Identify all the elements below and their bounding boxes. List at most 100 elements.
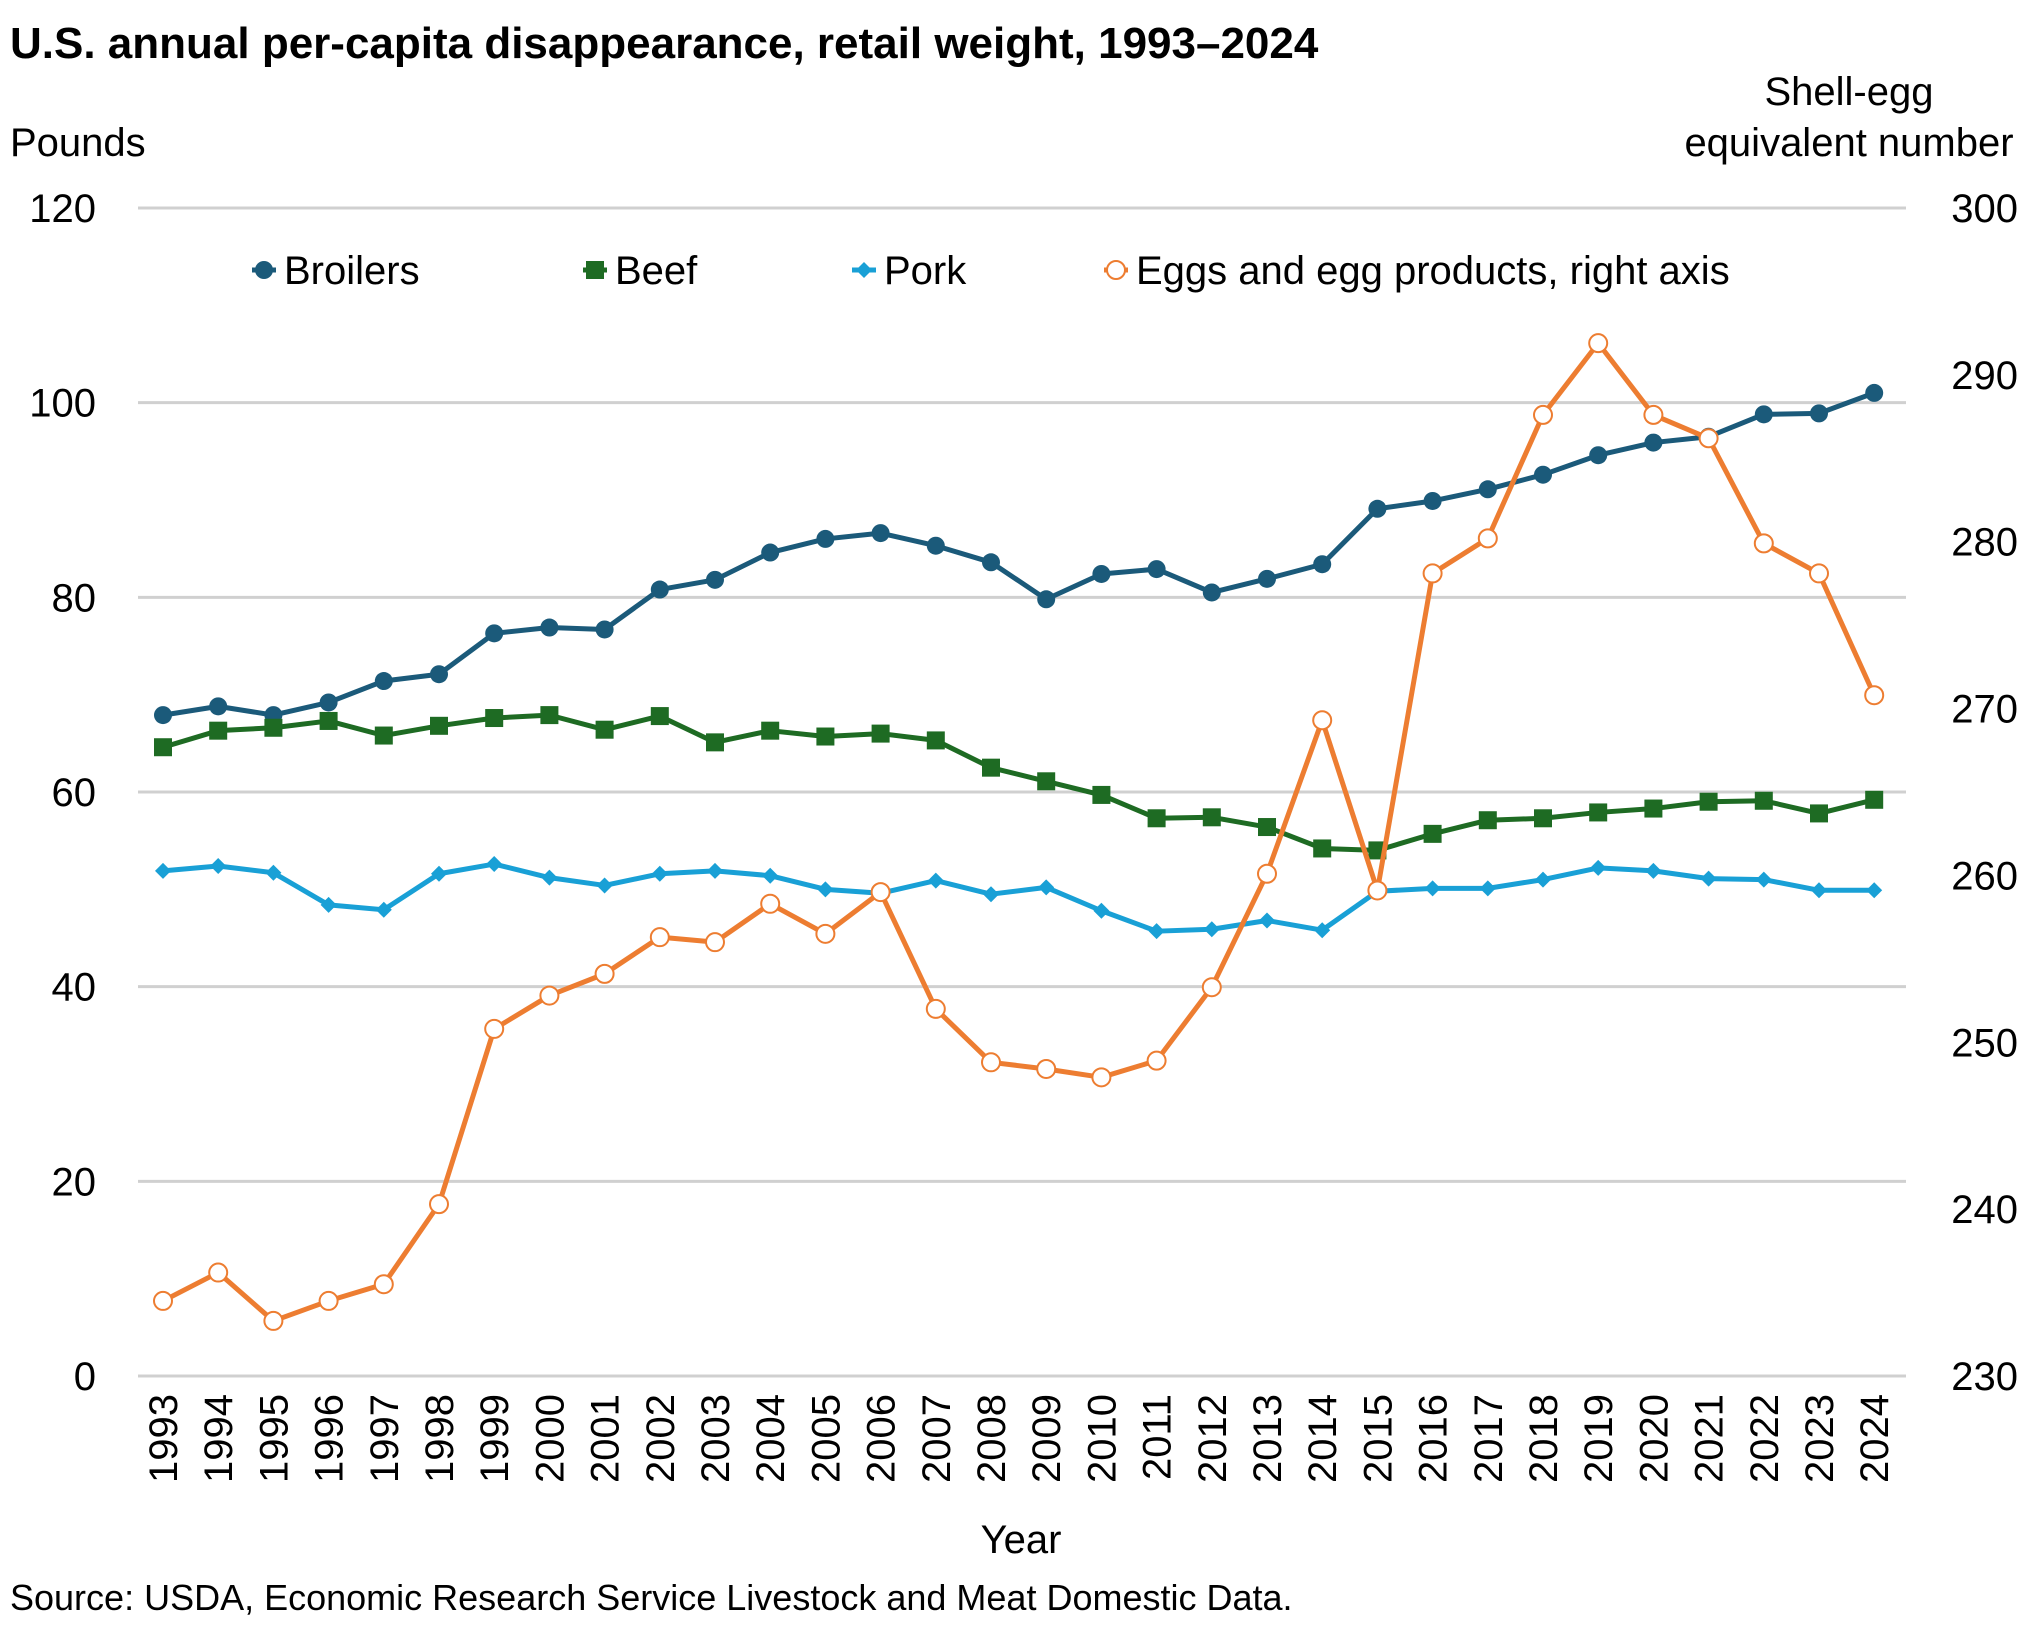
data-point-pork bbox=[486, 856, 503, 873]
data-point-eggs bbox=[981, 1052, 1001, 1073]
data-point-eggs bbox=[1146, 1050, 1167, 1071]
data-point-eggs bbox=[870, 882, 891, 903]
data-point-beef bbox=[1589, 803, 1608, 822]
x-tick-label: 1995 bbox=[252, 1394, 296, 1483]
data-point-broilers bbox=[209, 697, 228, 716]
right-tick-label: 270 bbox=[1951, 688, 2018, 732]
left-tick-label: 20 bbox=[52, 1160, 97, 1204]
x-tick-label: 2010 bbox=[1080, 1394, 1124, 1483]
series-broilers bbox=[154, 383, 1884, 725]
x-tick-label: 2023 bbox=[1798, 1394, 1842, 1483]
x-tick-label: 2006 bbox=[860, 1394, 904, 1483]
data-point-eggs bbox=[1422, 563, 1443, 584]
data-point-beef bbox=[1810, 804, 1828, 823]
series-beef bbox=[154, 706, 1884, 860]
data-point-eggs bbox=[649, 927, 670, 948]
data-point-broilers bbox=[871, 524, 890, 543]
series-line-eggs bbox=[160, 340, 1877, 1324]
data-point-pork bbox=[1535, 871, 1551, 888]
data-point-broilers bbox=[1810, 404, 1828, 423]
data-point-pork bbox=[1424, 880, 1441, 897]
data-point-eggs bbox=[705, 932, 725, 953]
data-point-eggs bbox=[1864, 685, 1885, 706]
data-point-broilers bbox=[650, 580, 669, 599]
data-point-eggs bbox=[539, 985, 560, 1006]
x-tick-label: 2009 bbox=[1025, 1394, 1069, 1483]
legend-label: Pork bbox=[884, 249, 967, 293]
data-point-beef bbox=[209, 721, 228, 740]
data-point-beef bbox=[1423, 824, 1442, 843]
data-point-beef bbox=[264, 718, 283, 737]
data-point-pork bbox=[1645, 862, 1662, 879]
data-point-pork bbox=[265, 864, 282, 881]
data-point-broilers bbox=[319, 693, 338, 712]
data-point-pork bbox=[1755, 871, 1772, 888]
legend-item-eggs: Eggs and egg products, right axis bbox=[1104, 249, 1730, 293]
series-line-beef bbox=[160, 712, 1877, 853]
data-point-pork bbox=[596, 877, 613, 894]
data-point-eggs bbox=[484, 1018, 505, 1039]
x-tick-label: 2024 bbox=[1853, 1394, 1897, 1483]
data-point-broilers bbox=[1423, 491, 1442, 510]
x-axis-title: Year bbox=[981, 1518, 1062, 1562]
data-point-broilers bbox=[1534, 465, 1552, 484]
legend-swatch-marker bbox=[1106, 260, 1126, 280]
data-point-beef bbox=[1534, 809, 1552, 828]
data-point-beef bbox=[1147, 809, 1166, 828]
right-tick-label: 240 bbox=[1951, 1188, 2018, 1232]
data-point-broilers bbox=[1258, 569, 1276, 588]
series-line-broilers bbox=[160, 390, 1877, 718]
x-tick-label: 1999 bbox=[473, 1394, 517, 1483]
data-point-pork bbox=[1203, 921, 1220, 938]
data-point-eggs bbox=[373, 1274, 394, 1295]
data-point-eggs bbox=[1091, 1067, 1112, 1088]
legend-item-pork: Pork bbox=[852, 249, 967, 293]
data-point-broilers bbox=[1037, 590, 1056, 609]
data-point-pork bbox=[1590, 859, 1607, 876]
x-tick-label: 1993 bbox=[142, 1394, 186, 1483]
data-point-eggs bbox=[1201, 977, 1222, 998]
x-tick-label: 2016 bbox=[1412, 1394, 1456, 1483]
data-point-eggs bbox=[263, 1310, 284, 1331]
right-axis-title-line1: Shell-egg bbox=[1764, 70, 1933, 114]
data-point-beef bbox=[540, 706, 559, 725]
data-point-beef bbox=[1865, 790, 1884, 809]
x-tick-label: 1998 bbox=[418, 1394, 462, 1483]
data-point-beef bbox=[595, 720, 614, 739]
data-point-broilers bbox=[595, 620, 614, 639]
data-point-beef bbox=[1202, 808, 1221, 827]
data-point-eggs bbox=[1312, 710, 1333, 731]
data-point-eggs bbox=[594, 963, 615, 984]
data-point-eggs bbox=[1257, 863, 1277, 884]
x-axis-ticks: 1993 1994 1995 1996 1997 1998 1999 2000 2001 2002… bbox=[142, 1394, 1897, 1483]
series-pork bbox=[155, 856, 1883, 940]
data-point-pork bbox=[762, 867, 779, 884]
data-point-pork bbox=[1093, 902, 1110, 919]
right-tick-label: 290 bbox=[1951, 354, 2018, 398]
x-tick-label: 2014 bbox=[1301, 1394, 1345, 1483]
data-point-pork bbox=[1038, 879, 1055, 896]
data-point-beef bbox=[430, 716, 448, 735]
data-point-eggs bbox=[1809, 563, 1829, 584]
series-eggs bbox=[153, 333, 1885, 1331]
x-tick-label: 2020 bbox=[1632, 1394, 1676, 1483]
data-point-broilers bbox=[154, 706, 172, 725]
x-tick-label: 2005 bbox=[804, 1394, 848, 1483]
data-point-beef bbox=[761, 721, 780, 740]
data-point-pork bbox=[1700, 870, 1717, 887]
data-point-beef bbox=[1092, 785, 1111, 804]
data-point-beef bbox=[650, 707, 669, 726]
left-axis-ticks: 0 20 40 60 80 100 120 bbox=[29, 187, 96, 1399]
data-point-beef bbox=[1754, 791, 1773, 810]
left-tick-label: 80 bbox=[52, 576, 97, 620]
source-note: Source: USDA, Economic Research Service … bbox=[10, 1577, 1293, 1618]
data-point-broilers bbox=[374, 672, 393, 691]
right-axis-title-line2: equivalent number bbox=[1684, 121, 2013, 165]
data-point-eggs bbox=[1533, 404, 1553, 425]
data-point-pork bbox=[1866, 882, 1883, 899]
data-point-beef bbox=[1699, 792, 1718, 811]
legend-label: Eggs and egg products, right axis bbox=[1136, 249, 1730, 293]
data-point-broilers bbox=[1589, 446, 1608, 465]
data-point-beef bbox=[154, 738, 172, 757]
